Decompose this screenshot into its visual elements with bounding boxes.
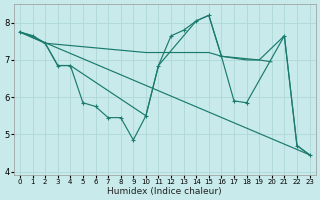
X-axis label: Humidex (Indice chaleur): Humidex (Indice chaleur) <box>108 187 222 196</box>
